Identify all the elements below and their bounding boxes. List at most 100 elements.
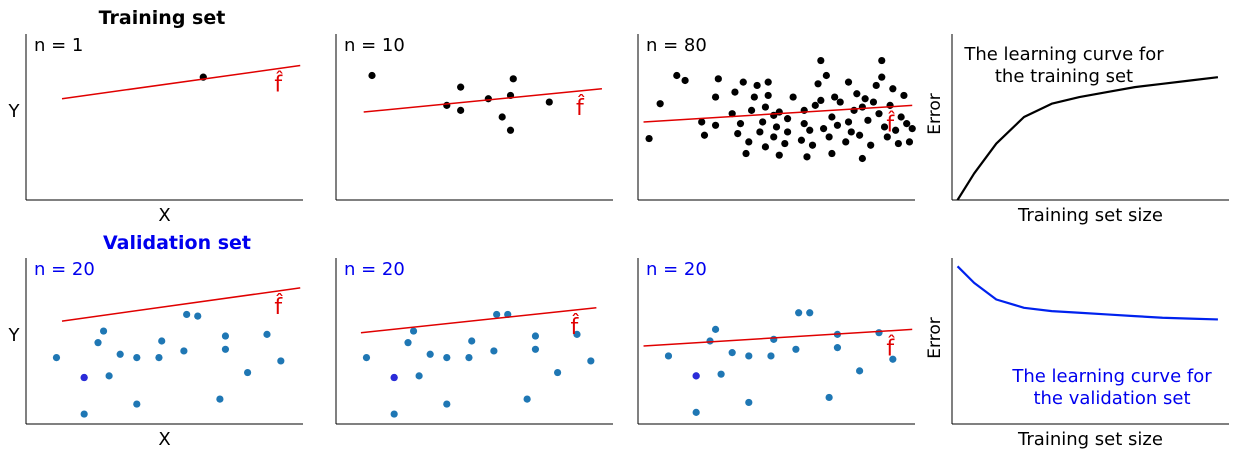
data-point <box>158 337 166 345</box>
data-point <box>656 100 664 108</box>
x-axis-label: X <box>158 429 170 450</box>
data-point <box>277 357 285 365</box>
data-point <box>734 130 742 138</box>
learning-curve-line <box>956 76 1219 201</box>
data-point <box>836 98 844 106</box>
data-point <box>673 71 681 80</box>
data-point <box>711 325 720 333</box>
data-point <box>404 339 412 347</box>
data-point <box>781 139 789 148</box>
data-point <box>750 93 758 101</box>
chart-train-n1: n = 1 f̂ X Y <box>8 34 303 226</box>
data-point <box>770 111 778 119</box>
data-point <box>864 116 872 124</box>
data-point <box>390 410 398 418</box>
data-point <box>244 368 252 377</box>
data-point <box>573 330 581 338</box>
data-point <box>368 71 376 80</box>
x-axis-label: Training set size <box>1017 205 1163 226</box>
fhat-label: f̂ <box>886 335 895 361</box>
data-point <box>263 330 271 338</box>
data-point <box>587 357 595 365</box>
data-point <box>362 354 371 362</box>
data-point <box>817 56 825 65</box>
annotation-label: n = 80 <box>646 35 707 56</box>
data-point <box>875 110 883 118</box>
annotation-line: the training set <box>995 66 1133 87</box>
data-point <box>509 75 517 83</box>
fhat-label: f̂ <box>274 72 283 98</box>
data-point <box>811 101 819 109</box>
data-point <box>772 123 781 131</box>
data-point <box>853 90 861 98</box>
data-point <box>216 395 224 403</box>
chart-panels: n = 1 f̂ X Yn = 10 f̂ n = 80 f̂ n = 20 f̂ X Yn = 2… <box>8 34 1229 450</box>
learning-curve-line <box>956 265 1218 321</box>
data-point <box>856 131 864 139</box>
data-point <box>545 98 553 106</box>
chart-val-learning-curve: The learning curve for the validation set… <box>925 258 1229 450</box>
data-point <box>736 120 745 128</box>
data-point <box>842 138 850 146</box>
data-point <box>728 110 736 118</box>
data-point <box>833 121 842 129</box>
annotation-line: the validation set <box>1033 388 1190 409</box>
data-point <box>892 126 900 134</box>
data-point <box>457 106 465 114</box>
data-point <box>847 128 855 136</box>
data-point <box>465 354 473 362</box>
x-axis-label: X <box>158 205 170 226</box>
chart-train-n80: n = 80 f̂ <box>637 34 916 201</box>
highlighted-point <box>390 373 398 382</box>
data-point <box>194 312 202 320</box>
data-point <box>490 347 498 355</box>
data-point <box>869 98 878 106</box>
chart-val-n20-1: n = 20 f̂ X Y <box>8 258 303 450</box>
data-point <box>531 332 540 340</box>
data-point <box>80 410 88 418</box>
data-point <box>698 118 706 126</box>
y-axis-label: Y <box>8 101 21 122</box>
annotation-label: n = 20 <box>646 259 707 280</box>
data-point <box>880 123 889 131</box>
data-point <box>52 354 61 362</box>
data-point <box>739 78 747 86</box>
data-point <box>889 85 897 93</box>
chart-train-n10: n = 10 f̂ <box>335 34 613 201</box>
data-point <box>861 95 869 103</box>
data-point <box>468 337 476 345</box>
data-point <box>711 93 720 101</box>
data-point <box>457 83 465 91</box>
fhat-label: f̂ <box>576 95 585 121</box>
data-point <box>700 131 709 139</box>
annotation-line: The learning curve for <box>963 44 1164 65</box>
y-axis-label: Y <box>8 325 21 346</box>
data-point <box>415 372 423 380</box>
data-point <box>889 355 897 363</box>
data-point <box>409 327 418 335</box>
data-point <box>747 106 756 114</box>
data-point <box>814 80 822 88</box>
data-point <box>105 372 113 380</box>
data-point <box>867 141 875 149</box>
data-point <box>426 350 434 358</box>
annotation-line: The learning curve for <box>1011 366 1212 387</box>
data-point <box>180 347 188 355</box>
validation-set-header: Validation set <box>103 232 251 254</box>
data-point <box>819 125 828 133</box>
data-point <box>833 344 842 352</box>
data-point <box>498 113 506 121</box>
data-point <box>728 349 736 357</box>
data-point <box>817 96 825 104</box>
data-point <box>806 126 814 134</box>
fit-line <box>360 307 597 334</box>
data-point <box>858 154 866 163</box>
y-axis-label: Error <box>925 317 945 358</box>
data-point <box>894 139 902 148</box>
data-point <box>745 352 753 360</box>
data-point <box>872 81 880 90</box>
data-point <box>878 56 886 65</box>
data-point <box>770 335 778 343</box>
data-point <box>745 138 753 146</box>
data-point <box>828 113 836 121</box>
